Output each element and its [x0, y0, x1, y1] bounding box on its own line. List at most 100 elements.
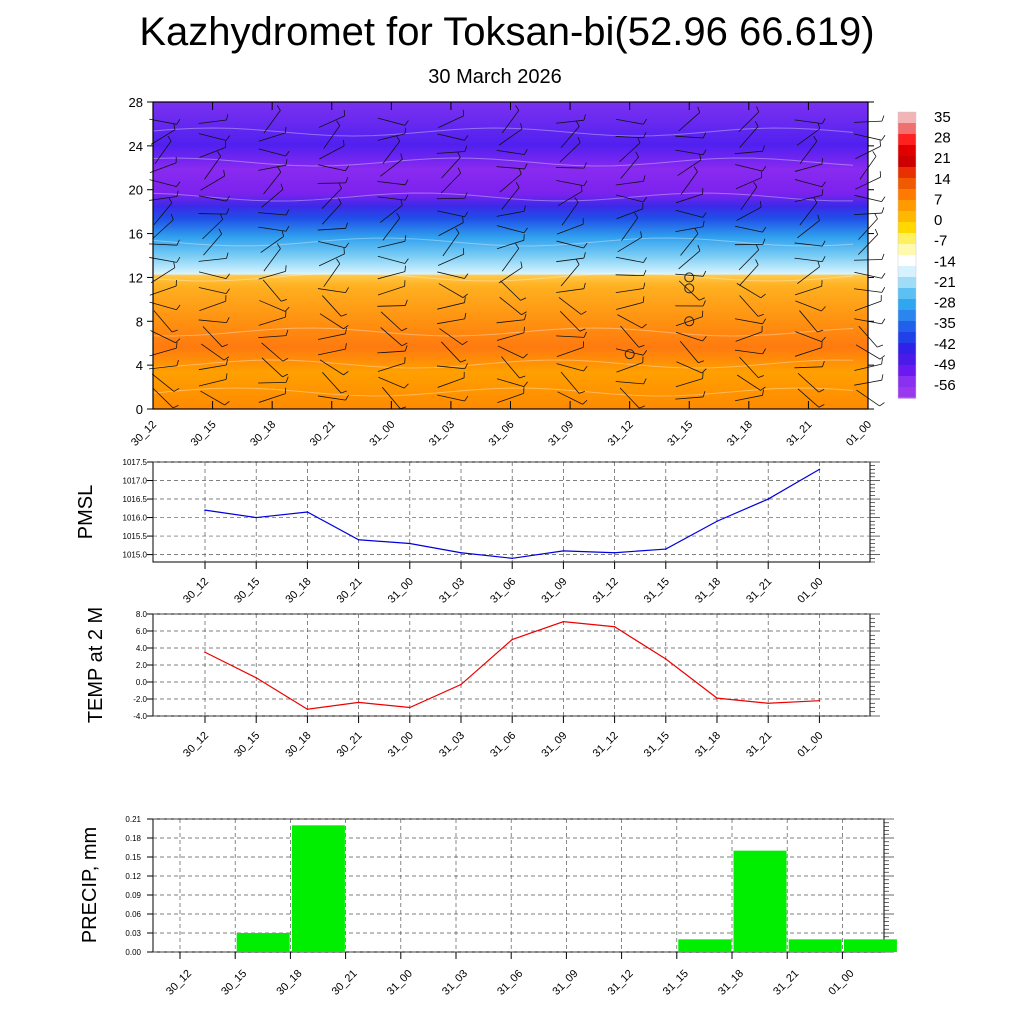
x-tick-label: 30_18 — [248, 419, 278, 449]
wind-barb-flag — [699, 154, 702, 161]
wind-barb-flag — [693, 166, 698, 173]
x-tick-label: 31_18 — [693, 576, 723, 606]
colorbar-label: 35 — [934, 109, 951, 126]
wind-barb-flag — [341, 390, 347, 394]
wind-barb — [615, 381, 644, 385]
y-tick-label: -2.0 — [133, 695, 147, 704]
wind-barb — [794, 179, 823, 188]
wind-barb-flag — [404, 179, 409, 185]
wind-barb-flag — [464, 312, 467, 319]
wind-barb — [560, 371, 580, 394]
wind-barb — [437, 133, 465, 141]
wind-barb — [496, 319, 525, 324]
temp-panel: -4.0 -2.0 0.0 2.0 4.0 6.0 8.0 30_12 30_15 30_18 30… — [85, 607, 880, 760]
wind-barb-flag — [575, 259, 580, 265]
temp-axis-label: TEMP at 2 M — [85, 607, 107, 723]
wind-barb-flag — [176, 190, 179, 197]
x-tick-label: 31_09 — [546, 419, 576, 449]
wind-barb-flag — [699, 297, 705, 301]
wind-barb-flag — [635, 151, 639, 158]
colorbar: 35 28 21 14 7 0 -7 -14 -21 -28 -35 -42 -49 -56 — [897, 109, 956, 399]
wind-barb-flag — [643, 282, 646, 289]
x-tick-label: 31_06 — [488, 730, 518, 760]
wind-barb-flag — [176, 342, 178, 349]
wind-barb-flag — [702, 336, 707, 342]
wind-barb — [739, 295, 759, 317]
pmsl-point — [255, 516, 257, 519]
wind-barb-flag — [404, 265, 406, 272]
wind-barb — [734, 349, 763, 355]
calm-marker — [624, 349, 635, 360]
isoline — [152, 272, 854, 282]
y-tick-label: 4 — [136, 358, 143, 373]
wind-barb-flag — [404, 258, 409, 264]
wind-barb — [796, 128, 820, 146]
wind-barb — [734, 318, 763, 325]
wind-barb-flag — [760, 201, 762, 208]
pmsl-point — [409, 542, 411, 545]
wind-barb — [152, 219, 174, 239]
x-tick-label: 31_03 — [437, 576, 467, 606]
colorbar-swatch — [898, 365, 916, 377]
wind-barb — [556, 180, 584, 187]
wind-barb-flag — [821, 189, 824, 196]
x-tick-label: 31_00 — [367, 419, 397, 449]
wind-barb-flag — [762, 145, 765, 152]
colorbar-swatch — [898, 189, 916, 201]
wind-barb-flag — [874, 228, 879, 235]
wind-barb — [263, 110, 281, 134]
wind-barb-flag — [760, 386, 766, 391]
colorbar-swatch — [898, 167, 916, 179]
wind-barb-flag — [404, 345, 408, 352]
wind-barb — [317, 333, 346, 340]
colorbar-swatch — [898, 200, 916, 212]
x-tick-label: 31_03 — [440, 968, 470, 998]
y-tick-label: 0 — [136, 402, 143, 417]
wind-barb — [735, 164, 763, 172]
wind-barb-flag — [755, 259, 759, 266]
wind-barb — [198, 133, 227, 141]
y-tick-label: 0.03 — [125, 929, 141, 938]
wind-barb-flag — [285, 376, 289, 383]
x-tick-label: 30_18 — [283, 576, 313, 606]
wind-barb-flag — [576, 120, 580, 127]
wind-barb — [198, 287, 227, 295]
wind-barb-flag — [400, 199, 403, 206]
wind-barb-flag — [226, 114, 229, 121]
wind-barb-flag — [818, 404, 825, 408]
wind-barb — [148, 243, 178, 246]
colorbar-swatch — [898, 145, 916, 157]
wind-barb-flag — [462, 216, 464, 223]
colorbar-label: -7 — [934, 233, 947, 250]
wind-barb-flag — [277, 166, 282, 173]
wind-barb — [319, 313, 344, 330]
wind-barb-flag — [881, 374, 884, 381]
wind-barb-flag — [462, 293, 468, 298]
wind-barb-flag — [345, 287, 349, 293]
wind-barb — [675, 273, 704, 277]
wind-barb-flag — [223, 170, 226, 177]
y-tick-label: -4.0 — [133, 712, 147, 721]
wind-barb — [377, 196, 406, 201]
isoline — [152, 157, 854, 167]
x-tick-label: 01_00 — [795, 576, 825, 606]
wind-barb — [557, 391, 583, 405]
wind-barb — [615, 348, 644, 356]
x-tick-label: 30_12 — [129, 419, 159, 449]
wind-barb — [198, 364, 227, 371]
wind-barb-flag — [285, 150, 290, 157]
wind-barb — [794, 194, 823, 203]
wind-barb-flag — [818, 389, 825, 393]
isoline — [152, 237, 854, 247]
section-shading — [153, 102, 868, 409]
wind-barb — [258, 393, 286, 403]
wind-barb — [497, 393, 524, 404]
y-tick-label: 0.18 — [125, 834, 141, 843]
wind-barb-flag — [821, 240, 826, 247]
wind-barb — [676, 361, 703, 374]
x-tick-label: 31_09 — [550, 968, 580, 998]
wind-barb-flag — [464, 192, 468, 199]
wind-barb — [149, 285, 177, 296]
wind-barb-flag — [170, 214, 174, 220]
